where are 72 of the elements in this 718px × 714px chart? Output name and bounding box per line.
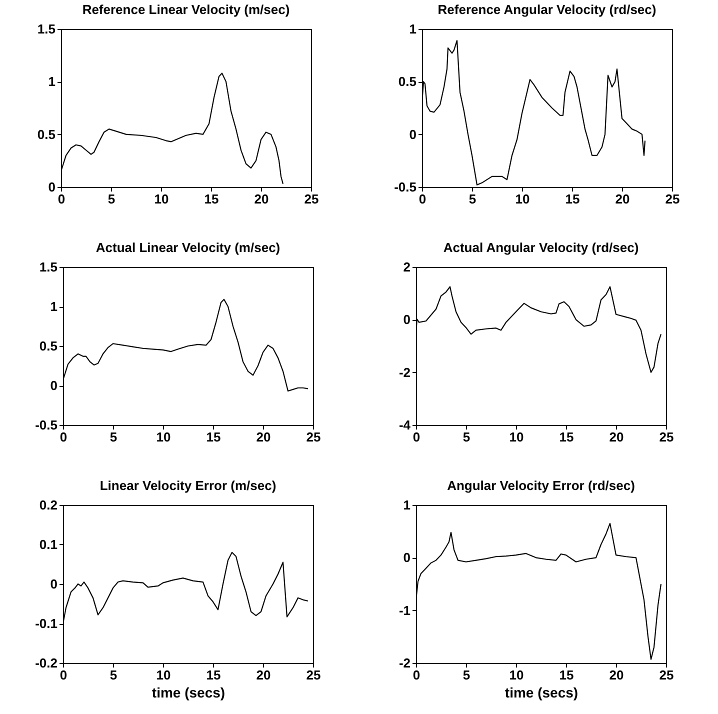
- x-tick-label: 5: [107, 192, 115, 206]
- y-tick-label: -0.2: [34, 656, 57, 670]
- y-tick-label: 1: [50, 299, 57, 314]
- x-tick-label: 5: [468, 192, 476, 206]
- y-tick-label: 1: [403, 498, 410, 512]
- x-tick-label: 10: [514, 192, 530, 206]
- chart-title: Linear Velocity Error (m/sec): [99, 478, 276, 493]
- x-tick-label: 15: [204, 192, 218, 206]
- y-tick-label: -4: [398, 418, 412, 432]
- x-tick-label: 10: [509, 430, 524, 444]
- x-tick-label: 5: [109, 430, 117, 444]
- x-tick-label: 15: [564, 192, 580, 206]
- y-tick-label: 0.5: [36, 126, 55, 142]
- line-series: [60, 72, 284, 184]
- x-tick-label: 15: [559, 430, 574, 444]
- y-tick-label: -0.5: [394, 180, 416, 194]
- y-tick-label: 0: [403, 550, 410, 566]
- chart-title: Actual Angular Velocity (rd/sec): [443, 240, 639, 255]
- y-tick-label: 0: [48, 180, 55, 194]
- x-tick-label: 10: [509, 668, 524, 682]
- x-axis-title: time (secs): [151, 684, 225, 700]
- x-tick-label: 20: [256, 430, 270, 444]
- line-series: [416, 522, 662, 660]
- x-tick-label: 10: [156, 668, 170, 682]
- y-tick-label: 0: [50, 576, 57, 592]
- x-tick-label: 25: [659, 430, 674, 444]
- y-tick-label: 1.5: [36, 22, 55, 36]
- y-tick-label: 1.5: [38, 260, 57, 274]
- y-tick-label: 0.5: [398, 74, 416, 90]
- y-tick-label: 1: [48, 74, 55, 90]
- y-tick-label: -0.5: [34, 418, 57, 432]
- x-tick-label: 0: [59, 668, 67, 682]
- y-tick-label: 0.1: [38, 537, 57, 552]
- x-tick-label: 15: [559, 668, 574, 682]
- y-tick-label: 0: [403, 312, 410, 328]
- line-series: [416, 286, 662, 373]
- y-tick-label: -0.1: [34, 616, 57, 631]
- x-tick-label: 25: [304, 192, 318, 206]
- y-tick-label: 2: [403, 260, 410, 274]
- y-tick-label: 0.2: [38, 498, 57, 512]
- y-tick-label: -2: [398, 364, 410, 380]
- y-tick-label: 1: [408, 22, 416, 36]
- chart-title: Reference Angular Velocity (rd/sec): [437, 2, 656, 17]
- x-tick-label: 5: [462, 668, 470, 682]
- x-tick-label: 20: [256, 668, 270, 682]
- chart-title: Angular Velocity Error (rd/sec): [447, 478, 635, 493]
- x-axis-title: time (secs): [504, 684, 578, 700]
- y-tick-label: 0: [408, 126, 416, 142]
- x-tick-label: 10: [154, 192, 168, 206]
- chart-title: Reference Linear Velocity (m/sec): [82, 2, 290, 17]
- x-tick-label: 20: [609, 430, 624, 444]
- x-tick-label: 0: [418, 192, 426, 206]
- x-tick-label: 0: [59, 430, 67, 444]
- y-tick-label: 0.5: [38, 338, 57, 354]
- x-tick-label: 20: [614, 192, 630, 206]
- line-series: [62, 298, 308, 392]
- y-tick-label: -1: [398, 602, 410, 618]
- x-tick-label: 5: [462, 430, 470, 444]
- x-tick-label: 25: [659, 668, 674, 682]
- x-tick-label: 25: [306, 430, 320, 444]
- x-tick-label: 20: [254, 192, 268, 206]
- y-tick-label: 0: [50, 378, 57, 393]
- line-series: [422, 40, 646, 186]
- x-tick-label: 5: [109, 668, 117, 682]
- x-tick-label: 10: [156, 430, 170, 444]
- x-tick-label: 25: [306, 668, 320, 682]
- x-tick-label: 20: [609, 668, 624, 682]
- chart-title: Actual Linear Velocity (m/sec): [95, 240, 280, 255]
- x-tick-label: 15: [206, 430, 220, 444]
- x-tick-label: 25: [664, 192, 680, 206]
- y-tick-label: -2: [398, 656, 410, 670]
- x-tick-label: 15: [206, 668, 220, 682]
